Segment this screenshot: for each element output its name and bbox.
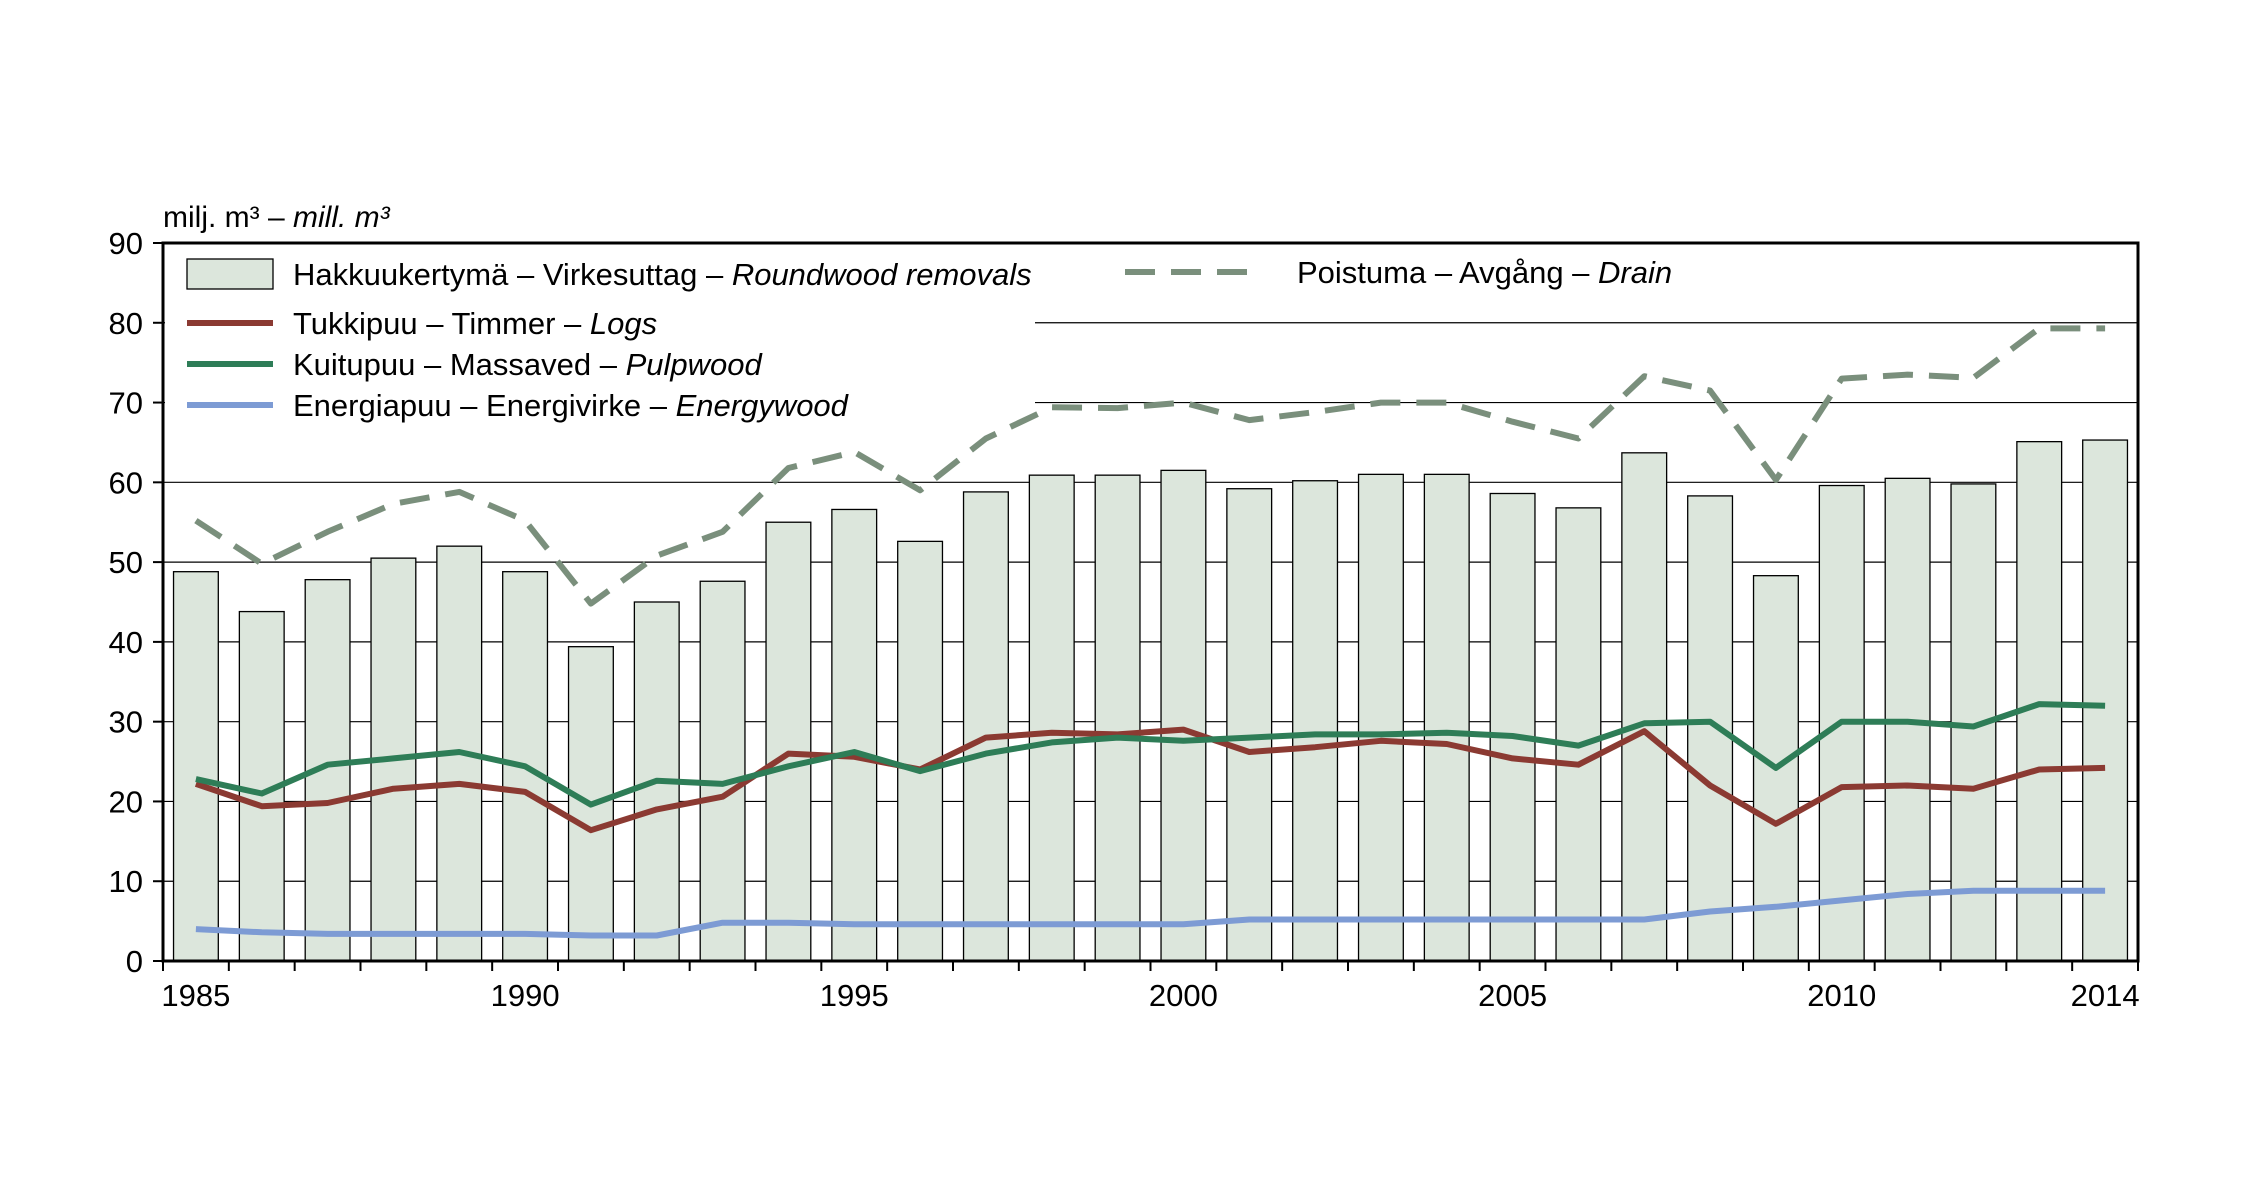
line-logs <box>194 726 2106 834</box>
y-tick-label-50: 50 <box>109 545 143 580</box>
y-axis-unit-label: milj. m³ – mill. m³ <box>163 201 391 234</box>
legend-label-logs-en: Logs <box>590 306 657 341</box>
legend-label-energywood-fi-sv: Energiapuu – Energivirke – <box>293 388 676 423</box>
y-axis-unit-label-fi: milj. m³ – <box>163 201 293 234</box>
y-axis-unit-label-en: mill. m³ <box>293 201 391 234</box>
legend-label-roundwood-fi-sv: Hakkuukertymä – Virkesuttag – <box>293 257 732 292</box>
bar-2014 <box>2082 439 2129 962</box>
x-tick-label-2005: 2005 <box>1478 978 1547 1013</box>
x-tick-label-2010: 2010 <box>1807 978 1876 1013</box>
y-tick-label-80: 80 <box>109 306 143 341</box>
x-tick-label-1985: 1985 <box>161 978 230 1013</box>
legend-label-pulpwood: Kuitupuu – Massaved – Pulpwood <box>293 347 764 382</box>
bar-1985 <box>172 571 219 962</box>
y-tick-label-40: 40 <box>109 625 143 660</box>
y-tick-label-20: 20 <box>109 784 143 819</box>
y-axis-ticks: 0 10 20 30 40 50 60 70 80 90 <box>109 226 163 979</box>
x-tick-label-2000: 2000 <box>1149 978 1218 1013</box>
legend-label-pulpwood-en: Pulpwood <box>626 347 764 382</box>
legend-area-left <box>165 248 1035 438</box>
bar-2003 <box>1357 473 1404 962</box>
legend-label-roundwood: Hakkuukertymä – Virkesuttag – Roundwood … <box>293 257 1032 292</box>
legend-swatch-roundwood <box>186 258 274 290</box>
legend-label-energywood-en: Energywood <box>676 388 850 423</box>
x-axis-ticks: 1985 1990 1995 2000 2005 2010 2014 <box>161 961 2140 1013</box>
bar-2002 <box>1292 480 1339 962</box>
bar-2000 <box>1160 469 1207 962</box>
legend-label-drain: Poistuma – Avgång – Drain <box>1297 255 1672 290</box>
legend-label-roundwood-en: Roundwood removals <box>732 257 1032 292</box>
line-drain <box>194 325 2106 607</box>
bar-1998 <box>1028 474 1075 962</box>
bar-2001 <box>1226 488 1273 962</box>
x-tick-label-1990: 1990 <box>491 978 560 1013</box>
line-pulpwood <box>195 701 2106 808</box>
legend-label-drain-en: Drain <box>1598 255 1672 290</box>
bar-2008 <box>1687 495 1734 962</box>
y-tick-label-70: 70 <box>109 386 143 421</box>
series-lines <box>194 325 2106 939</box>
legend-background <box>165 248 1715 438</box>
bar-1996 <box>897 540 944 962</box>
legend-label-drain-fi-sv: Poistuma – Avgång – <box>1297 255 1598 290</box>
line-energywood <box>195 887 2106 939</box>
legend-label-energywood: Energiapuu – Energivirke – Energywood <box>293 388 850 423</box>
y-tick-label-0: 0 <box>126 944 143 979</box>
bar-2005 <box>1489 492 1536 962</box>
bar-1997 <box>962 491 1009 962</box>
bar-1995 <box>831 508 878 962</box>
legend: Hakkuukertymä – Virkesuttag – Roundwood … <box>186 255 1672 423</box>
bar-1993 <box>699 580 746 962</box>
bar-2006 <box>1555 507 1602 962</box>
bar-1994 <box>765 521 812 962</box>
bar-2004 <box>1423 473 1470 962</box>
bar-1999 <box>1094 474 1141 962</box>
x-tick-label-1995: 1995 <box>820 978 889 1013</box>
y-tick-label-90: 90 <box>109 226 143 261</box>
x-tick-label-2014: 2014 <box>2071 978 2140 1013</box>
legend-label-logs: Tukkipuu – Timmer – Logs <box>293 306 657 341</box>
legend-area-right <box>1095 248 1715 303</box>
y-tick-label-30: 30 <box>109 705 143 740</box>
bars-roundwood-removals <box>172 439 2129 962</box>
legend-label-pulpwood-fi-sv: Kuitupuu – Massaved – <box>293 347 626 382</box>
bar-2007 <box>1621 452 1668 962</box>
y-tick-label-10: 10 <box>109 864 143 899</box>
legend-label-logs-fi-sv: Tukkipuu – Timmer – <box>293 306 590 341</box>
y-tick-label-60: 60 <box>109 465 143 500</box>
